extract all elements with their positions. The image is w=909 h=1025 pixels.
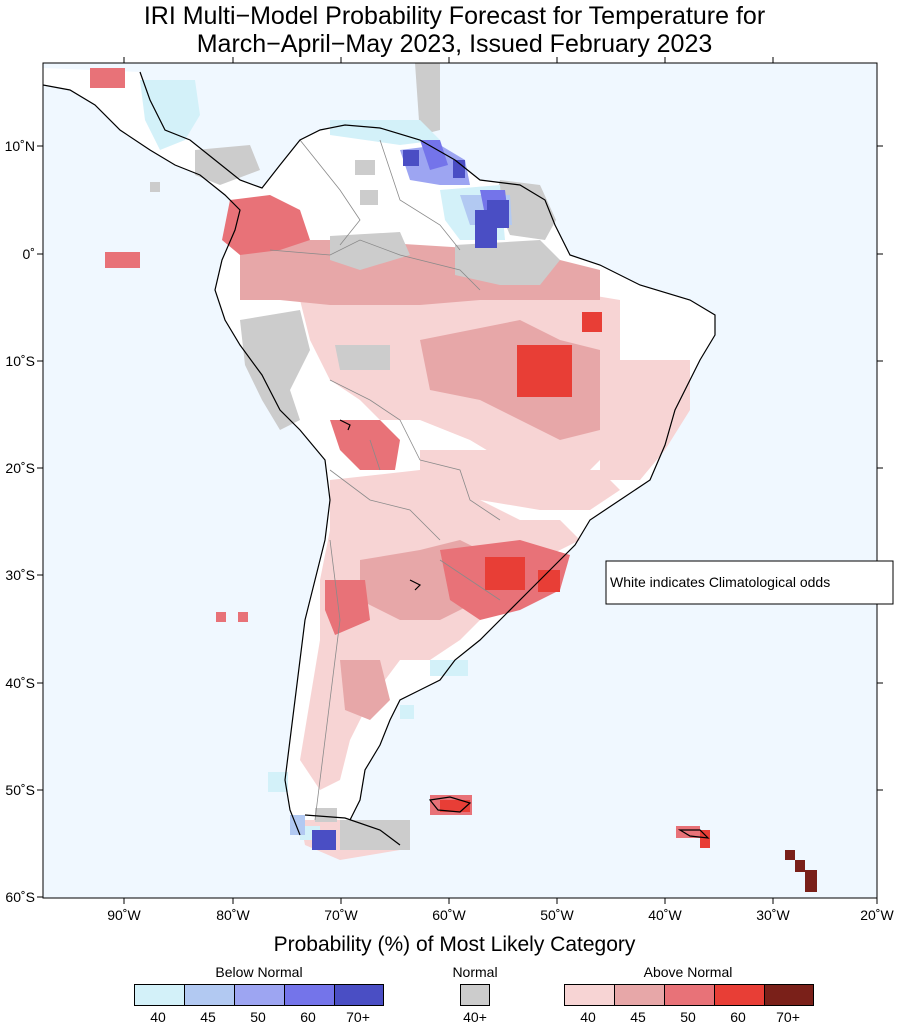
above-tick: 60 (730, 1009, 746, 1025)
annotation-text: White indicates Climatological odds (610, 574, 830, 590)
lat-label: 40˚S (5, 675, 35, 691)
above-normal-70-areas (785, 850, 817, 892)
lon-label: 80˚W (216, 907, 250, 923)
below-tick: 70+ (346, 1009, 370, 1025)
below-normal-swatch (234, 984, 285, 1006)
title-line-1: IRI Multi−Model Probability Forecast for… (143, 2, 766, 30)
lon-label: 90˚W (107, 907, 141, 923)
lat-label: 30˚S (5, 567, 35, 583)
lon-label: 50˚W (540, 907, 574, 923)
normal-tick: 40+ (463, 1009, 487, 1025)
lon-label: 70˚W (324, 907, 358, 923)
lon-tick-marks (123, 57, 878, 904)
normal-label: Normal (452, 964, 498, 980)
lat-label: 0˚ (23, 246, 35, 262)
legend-title: Probability (%) of Most Likely Category (273, 933, 636, 956)
lon-label: 30˚W (756, 907, 790, 923)
below-normal-swatch (284, 984, 335, 1006)
lat-label: 50˚S (5, 782, 35, 798)
below-tick: 60 (300, 1009, 316, 1025)
above-tick: 50 (680, 1009, 696, 1025)
forecast-map: 90˚W 80˚W 70˚W 60˚W 50˚W 40˚W 30˚W 20˚W … (5, 57, 895, 923)
above-tick: 40 (580, 1009, 596, 1025)
lat-label: 60˚S (5, 889, 35, 905)
annotation-box: White indicates Climatological odds (605, 560, 894, 605)
above-normal-swatch (714, 984, 765, 1006)
below-tick: 45 (200, 1009, 216, 1025)
below-normal-swatch (334, 984, 384, 1006)
below-tick: 40 (150, 1009, 166, 1025)
lon-label: 20˚W (860, 907, 894, 923)
below-normal-70-areas (312, 150, 509, 850)
below-normal-swatch (134, 984, 185, 1006)
below-tick: 50 (250, 1009, 266, 1025)
lat-label: 20˚S (5, 460, 35, 476)
country-borders (269, 139, 501, 821)
above-normal-60-areas (440, 312, 710, 848)
above-normal-swatch (664, 984, 715, 1006)
above-tick: 45 (630, 1009, 646, 1025)
above-normal-label: Above Normal (643, 964, 733, 980)
below-normal-label: Below Normal (215, 964, 303, 980)
coastlines (43, 71, 716, 846)
lon-label: 40˚W (648, 907, 682, 923)
above-normal-swatch (564, 984, 615, 1006)
normal-swatch (460, 984, 490, 1006)
above-normal-swatch (764, 984, 814, 1006)
above-normal-swatch (614, 984, 665, 1006)
below-normal-swatch (184, 984, 235, 1006)
lat-label: 10˚N (5, 138, 35, 154)
above-tick: 70+ (776, 1009, 800, 1025)
lat-label: 10˚S (5, 353, 35, 369)
lon-label: 60˚W (432, 907, 466, 923)
title-line-2: March−April−May 2023, Issued February 20… (196, 30, 713, 58)
